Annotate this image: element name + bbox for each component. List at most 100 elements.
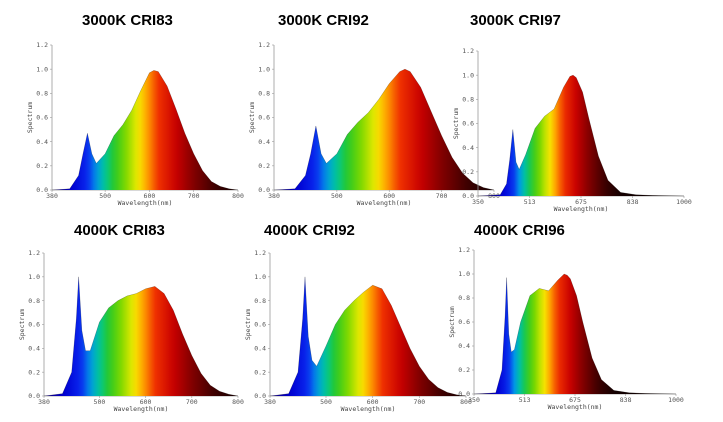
x-axis-label: Wavelength(nm) [118,199,173,207]
x-tick-label: 838 [627,198,639,206]
spectrum-line [51,70,239,191]
y-tick-label: 0.0 [254,392,266,400]
x-tick-label: 380 [38,398,50,406]
x-tick-label: 380 [268,192,280,200]
x-tick-label: 800 [232,192,244,200]
x-tick-label: 600 [140,398,152,406]
spectrum-plot: 0.0 0.2 0.4 0.6 0.8 1.0 1.2 350 513 675 838 1000 Wav… [448,246,684,411]
y-tick-label: 0.0 [28,392,40,400]
x-tick-label: 700 [413,398,425,406]
y-tick-label: 0.2 [28,368,40,376]
y-tick-label: 0.6 [258,114,270,122]
spectrum-line [473,273,677,395]
spectrum-line [477,74,685,197]
x-tick-label: 513 [519,396,531,404]
y-tick-label: 0.6 [36,114,48,122]
y-tick-label: 0.8 [28,297,40,305]
y-axis-label: Spectrum [448,306,456,337]
y-tick-label: 0.2 [254,368,266,376]
y-tick-label: 0.8 [462,96,474,104]
x-tick-label: 675 [569,396,581,404]
y-tick-label: 0.8 [36,90,48,98]
x-tick-label: 838 [620,396,632,404]
x-tick-label: 500 [320,398,332,406]
y-tick-label: 0.4 [258,138,270,146]
y-tick-label: 0.6 [28,321,40,329]
x-axis-label: Wavelength(nm) [357,199,412,207]
x-tick-label: 600 [144,192,156,200]
x-axis-label: Wavelength(nm) [341,405,396,413]
y-tick-label: 0.2 [258,162,270,170]
y-tick-label: 1.2 [36,41,48,49]
spectrum-line [269,276,467,397]
y-tick-label: 0.6 [254,321,266,329]
y-tick-label: 0.2 [458,366,470,374]
y-tick-label: 0.4 [36,138,48,146]
spectrum-area [274,69,494,190]
spectrum-plot: 0.0 0.2 0.4 0.6 0.8 1.0 1.2 380 500 600 700 800 Wave… [244,249,472,413]
spectrum-area [270,276,466,396]
chart-title: 3000K CRI92 [278,12,369,29]
x-tick-label: 700 [188,192,200,200]
chart-title: 4000K CRI83 [74,222,165,239]
x-tick-label: 380 [46,192,58,200]
x-axis-label: Wavelength(nm) [548,403,603,411]
x-tick-label: 1000 [676,198,692,206]
chart-title: 3000K CRI97 [470,12,561,29]
x-tick-label: 1000 [668,396,684,404]
x-tick-label: 800 [232,398,244,406]
chart-title: 4000K CRI96 [474,222,565,239]
chart-title: 4000K CRI92 [264,222,355,239]
y-tick-label: 1.0 [462,71,474,79]
y-tick-label: 1.2 [258,41,270,49]
y-tick-label: 1.2 [458,246,470,254]
y-tick-label: 1.2 [462,47,474,55]
y-tick-label: 1.0 [458,270,470,278]
y-tick-label: 0.0 [258,186,270,194]
y-tick-label: 1.0 [36,65,48,73]
y-tick-label: 0.6 [458,318,470,326]
x-tick-label: 500 [99,192,111,200]
y-tick-label: 0.2 [36,162,48,170]
x-tick-label: 700 [186,398,198,406]
spectrum-line [43,276,239,397]
x-tick-label: 513 [524,198,536,206]
y-axis-label: Spectrum [244,309,252,340]
y-tick-label: 1.0 [28,273,40,281]
x-tick-label: 380 [264,398,276,406]
spectrum-line [273,68,495,191]
y-tick-label: 0.6 [462,120,474,128]
y-tick-label: 1.2 [254,249,266,257]
y-tick-label: 0.8 [258,90,270,98]
x-tick-label: 700 [436,192,448,200]
x-tick-label: 600 [383,192,395,200]
y-tick-label: 0.4 [28,345,40,353]
spectrum-area [44,276,238,396]
x-tick-label: 675 [575,198,587,206]
x-tick-label: 350 [472,198,484,206]
x-tick-label: 500 [331,192,343,200]
x-tick-label: 350 [468,396,480,404]
y-tick-label: 0.8 [254,297,266,305]
spectrum-plot: 0.0 0.2 0.4 0.6 0.8 1.0 1.2 350 513 675 838 1000 Wav… [452,47,692,213]
y-tick-label: 1.0 [258,65,270,73]
y-axis-label: Spectrum [452,108,460,139]
y-axis-label: Spectrum [26,102,34,133]
y-tick-label: 0.2 [462,168,474,176]
y-tick-label: 1.0 [254,273,266,281]
spectrum-plot: 0.0 0.2 0.4 0.6 0.8 1.0 1.2 380 500 600 700 800 Wave… [26,41,244,207]
spectrum-area [52,70,238,190]
x-tick-label: 500 [94,398,106,406]
y-tick-label: 0.0 [36,186,48,194]
y-tick-label: 0.4 [458,342,470,350]
y-axis-label: Spectrum [248,102,256,133]
y-tick-label: 0.4 [254,345,266,353]
x-tick-label: 600 [367,398,379,406]
chart-title: 3000K CRI83 [82,12,173,29]
y-tick-label: 0.8 [458,294,470,302]
spectrum-area [474,274,676,394]
x-tick-label: 800 [460,398,472,406]
x-axis-label: Wavelength(nm) [554,205,609,213]
